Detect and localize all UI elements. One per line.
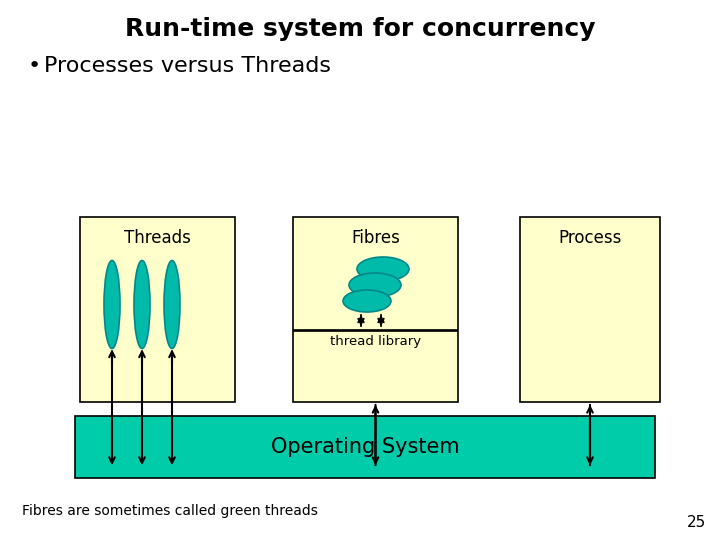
Ellipse shape	[104, 260, 120, 348]
Ellipse shape	[357, 257, 409, 281]
Bar	[520, 217, 660, 402]
Text: Fibres are sometimes called green threads: Fibres are sometimes called green thread…	[22, 504, 318, 518]
Bar	[75, 416, 655, 478]
Text: Fibres: Fibres	[351, 229, 400, 247]
Bar	[294, 329, 457, 330]
Text: Threads: Threads	[124, 229, 191, 247]
Ellipse shape	[164, 260, 180, 348]
Text: 25: 25	[687, 515, 706, 530]
Ellipse shape	[349, 273, 401, 297]
Ellipse shape	[343, 290, 391, 312]
Bar	[80, 217, 235, 402]
Text: Processes versus Threads: Processes versus Threads	[44, 56, 331, 76]
Text: Process: Process	[558, 229, 621, 247]
Bar	[293, 217, 458, 402]
Text: Operating System: Operating System	[271, 437, 459, 457]
Text: •: •	[28, 56, 41, 76]
Text: Run-time system for concurrency: Run-time system for concurrency	[125, 17, 595, 41]
Ellipse shape	[134, 260, 150, 348]
Text: thread library: thread library	[330, 335, 421, 348]
